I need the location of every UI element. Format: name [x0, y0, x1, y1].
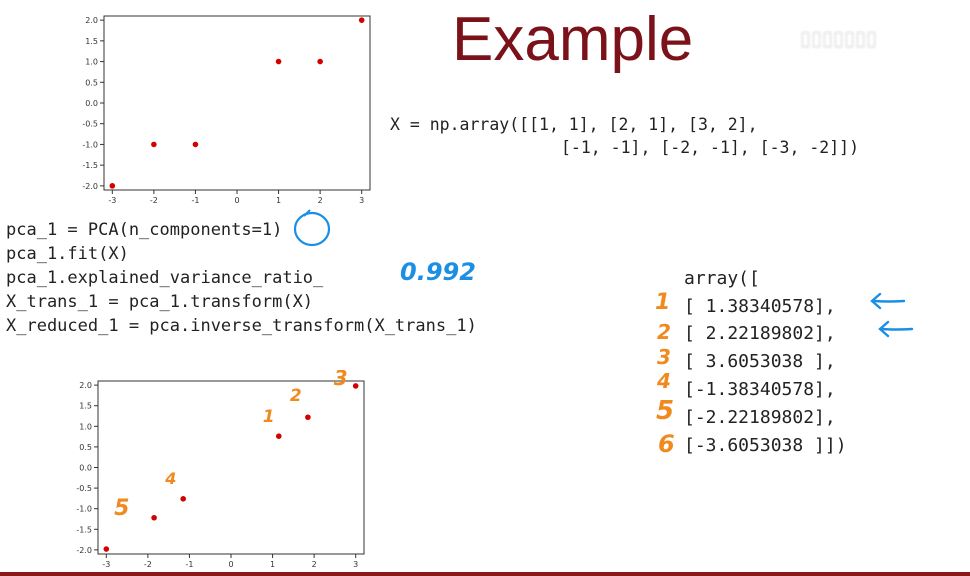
x-tick-label: 2 — [318, 196, 323, 205]
point-annotation: 2 — [290, 386, 302, 406]
np-array-line-1: X = np.array([[1, 1], [2, 1], [3, 2], — [390, 115, 758, 134]
variance-annotation: 0.992 — [400, 258, 476, 286]
array-row: [ 3.6053038 ], — [684, 351, 836, 372]
row-number: 3 — [657, 345, 671, 369]
row-number: 1 — [655, 290, 671, 315]
plot-frame — [103, 15, 371, 191]
code-line: X_trans_1 = pca_1.transform(X) — [6, 292, 314, 312]
x-tick-label: -1 — [185, 560, 193, 569]
data-point — [151, 514, 157, 521]
x-tick-label: 1 — [270, 560, 275, 569]
np-array-line-2: [-1, -1], [-2, -1], [-3, -2]]) — [561, 138, 860, 157]
data-point — [180, 496, 187, 502]
code-line: pca_1.explained_variance_ratio_ — [6, 268, 324, 288]
data-point — [275, 433, 282, 439]
array-row: [ 2.22189802], — [684, 323, 836, 344]
y-tick-label: -1.0 — [82, 140, 98, 149]
code-line: X_reduced_1 = pca.inverse_transform(X_tr… — [6, 316, 477, 336]
array-row: [ 1.38340578], — [684, 296, 836, 317]
data-point — [352, 383, 359, 389]
scatter-chart-original: -3 -2 -1 0 1 2 3 -2.0 -1.5 -1.0 -0.5 0.0 0.5 1.0 1.5 2.… — [82, 15, 371, 205]
point-annotation: 3 — [334, 370, 348, 390]
x-tick-label: 2 — [312, 560, 317, 569]
data-point — [151, 141, 157, 148]
bottom-bar — [0, 572, 970, 576]
y-tick-label: 0.0 — [79, 464, 92, 473]
y-tick-label: 0.5 — [85, 78, 98, 87]
data-point — [317, 58, 323, 65]
arrow-icon — [870, 292, 906, 310]
arrow-icon — [878, 320, 914, 338]
x-tick-label: 1 — [276, 196, 281, 205]
y-tick-label: 1.5 — [85, 37, 98, 46]
row-number: 2 — [657, 320, 671, 344]
x-tick-label: -3 — [108, 196, 116, 205]
row-number: 6 — [658, 430, 675, 458]
x-tick-label: 3 — [353, 560, 358, 569]
array-header: array([ — [684, 268, 760, 289]
y-tick-label: -1.5 — [76, 525, 92, 534]
x-tick-label: 3 — [359, 196, 364, 205]
y-tick-label: -1.0 — [76, 505, 92, 514]
x-tick-label: 0 — [228, 560, 233, 569]
plot-frame — [97, 380, 365, 555]
y-tick-label: 1.0 — [79, 422, 92, 431]
x-tick-label: -3 — [102, 560, 110, 569]
row-number: 4 — [657, 369, 671, 393]
y-tick-label: 1.0 — [85, 58, 98, 67]
point-annotation: 1 — [263, 407, 275, 427]
array-row: [-3.6053038 ]]) — [684, 435, 847, 456]
y-tick-label: 2.0 — [79, 381, 92, 390]
y-tick-label: 0.0 — [85, 99, 98, 108]
data-point — [103, 546, 110, 552]
y-tick-label: -0.5 — [76, 484, 92, 493]
code-line: pca_1 = PCA(n_components=1) — [6, 220, 283, 240]
highlight-circle — [293, 209, 331, 247]
y-tick-label: -2.0 — [76, 546, 92, 555]
code-line: pca_1.fit(X) — [6, 244, 129, 264]
x-tick-label: 0 — [234, 196, 239, 205]
y-tick-label: 0.5 — [79, 443, 92, 452]
scatter-chart-reduced: -3 -2 -1 0 1 2 3-2.0-1.5-1.0-0.50.00.51.01.52.… — [76, 370, 365, 569]
x-tick-label: -2 — [150, 196, 158, 205]
data-point — [305, 414, 311, 421]
y-tick-label: -0.5 — [82, 120, 98, 129]
row-number: 5 — [656, 396, 675, 426]
slide-title: Example — [452, 5, 694, 74]
y-tick-label: 2.0 — [85, 16, 98, 25]
x-tick-label: -1 — [191, 196, 199, 205]
data-point — [192, 141, 199, 148]
data-point — [109, 183, 116, 189]
watermark: ▯▯▯▯▯▯▯ — [800, 26, 878, 50]
array-row: [-2.22189802], — [684, 407, 836, 428]
point-annotation: 5 — [114, 496, 129, 521]
data-point — [358, 17, 365, 23]
y-tick-label: -1.5 — [82, 161, 98, 170]
data-point — [275, 58, 282, 65]
y-tick-label: 1.5 — [79, 402, 92, 411]
point-annotation: 4 — [164, 469, 176, 488]
array-row: [-1.38340578], — [684, 379, 836, 400]
y-tick-label: -2.0 — [82, 182, 98, 191]
x-tick-label: -2 — [144, 560, 152, 569]
